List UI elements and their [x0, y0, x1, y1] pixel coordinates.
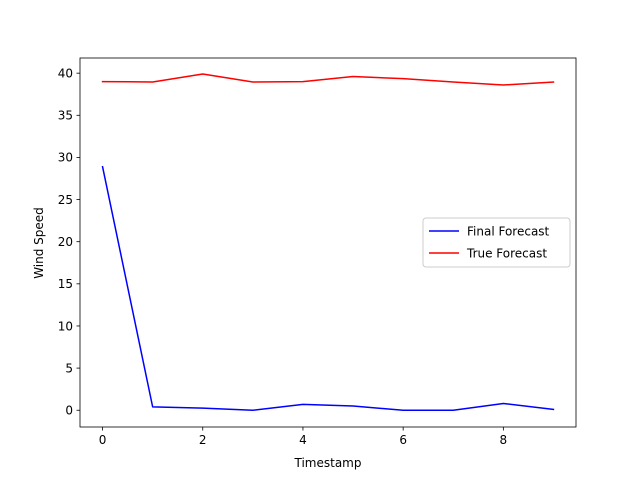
- y-tick-label: 10: [58, 319, 73, 333]
- y-tick-label: 35: [58, 109, 73, 123]
- x-axis-label: Timestamp: [294, 456, 362, 470]
- x-tick-label: 8: [500, 433, 508, 447]
- x-ticks: 0 2 4 6 8: [99, 427, 507, 447]
- series-line-final-forecast: [101, 165, 555, 411]
- y-axis-label: Wind Speed: [32, 207, 46, 279]
- x-tick-label: 0: [99, 433, 107, 447]
- y-tick-label: 40: [58, 66, 73, 80]
- y-tick-label: 15: [58, 277, 73, 291]
- legend: Final Forecast True Forecast: [422, 217, 571, 268]
- y-tick-label: 5: [65, 361, 73, 375]
- legend-label-final: Final Forecast: [467, 225, 550, 239]
- series-line-true-forecast: [101, 73, 555, 86]
- axes-frame: [79, 57, 577, 428]
- x-tick-label: 6: [399, 433, 407, 447]
- y-tick-label: 25: [58, 193, 73, 207]
- y-tick-label: 30: [58, 151, 73, 165]
- series-layer: [101, 73, 555, 411]
- legend-label-true: True Forecast: [466, 247, 547, 261]
- x-tick-label: 4: [299, 433, 307, 447]
- y-tick-label: 0: [65, 404, 73, 418]
- x-tick-label: 2: [199, 433, 207, 447]
- legend-frame: [422, 217, 571, 268]
- y-tick-label: 20: [58, 235, 73, 249]
- y-ticks: 0 5 10 15 20 25 30 35 40: [58, 66, 80, 418]
